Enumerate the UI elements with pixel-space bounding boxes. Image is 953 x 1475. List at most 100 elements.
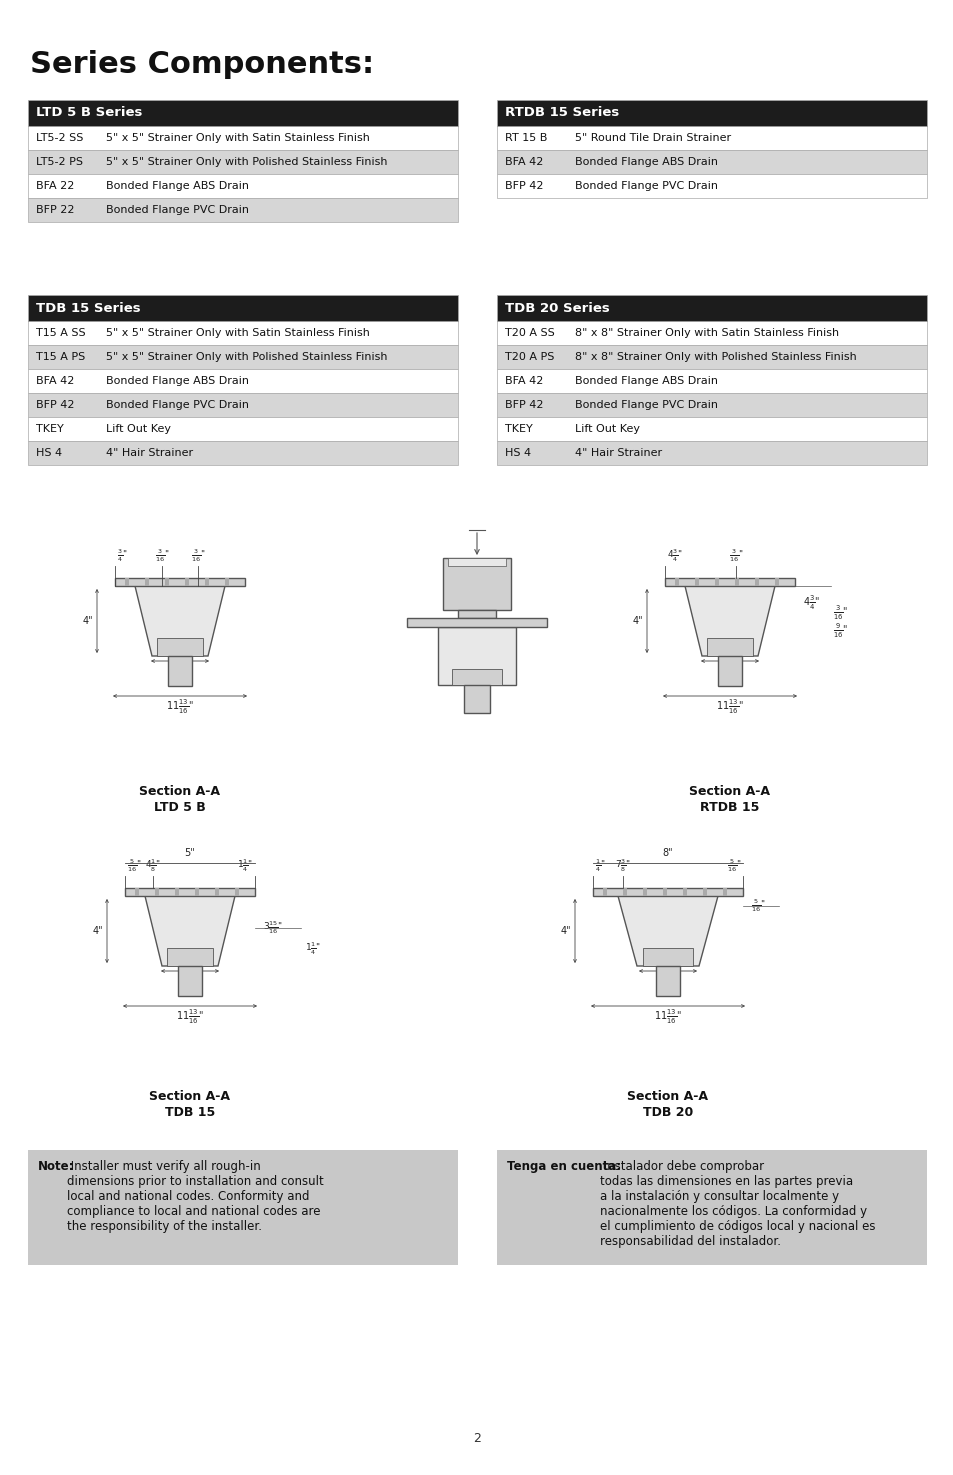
Bar [497,1150,926,1266]
Text: Instalador debe comprobar
todas las dimensiones en las partes previa
a la instal: Instalador debe comprobar todas las dime… [599,1159,875,1248]
Text: T20 A SS: T20 A SS [504,327,554,338]
Text: BFA 42: BFA 42 [36,376,74,386]
Bar [642,948,692,966]
Text: 8": 8" [662,848,673,858]
Text: 5" x 5" Strainer Only with Satin Stainless Finish: 5" x 5" Strainer Only with Satin Stainle… [106,133,370,143]
Text: Lift Out Key: Lift Out Key [106,423,171,434]
Text: 4": 4" [559,926,571,937]
Text: Lift Out Key: Lift Out Key [575,423,639,434]
Text: LT5-2 PS: LT5-2 PS [36,156,83,167]
Bar [28,392,457,417]
Text: $7\frac{3}{8}$": $7\frac{3}{8}$" [615,857,630,875]
Text: $\frac{3}{4}$": $\frac{3}{4}$" [117,547,128,563]
Polygon shape [618,895,718,966]
Bar [718,656,741,686]
Text: Bonded Flange PVC Drain: Bonded Flange PVC Drain [106,400,249,410]
Bar [185,578,189,586]
Text: 4": 4" [92,926,103,937]
Text: Bonded Flange ABS Drain: Bonded Flange ABS Drain [106,376,249,386]
Bar [28,125,457,150]
Text: BFP 42: BFP 42 [504,181,543,190]
Bar [664,578,794,586]
Bar [642,888,646,895]
Text: 2": 2" [185,981,195,991]
Bar [682,888,686,895]
Text: 8" x 8" Strainer Only with Polished Stainless Finish: 8" x 8" Strainer Only with Polished Stai… [575,353,856,361]
Bar [125,578,129,586]
Bar [463,684,490,712]
Text: LTD 5 B Series: LTD 5 B Series [36,106,142,119]
Text: $\frac{5}{16}$": $\frac{5}{16}$" [127,857,141,875]
Bar [174,888,179,895]
Text: 2": 2" [662,981,673,991]
Bar [28,417,457,441]
Polygon shape [145,895,234,966]
Bar [497,322,926,345]
Bar [497,150,926,174]
Text: $\frac{3}{16}$": $\frac{3}{16}$" [728,547,743,563]
Bar [115,578,245,586]
Text: $\frac{3}{16}$": $\frac{3}{16}$" [191,547,205,563]
Bar [28,1150,457,1266]
Text: Installer must verify all rough-in
dimensions prior to installation and consult
: Installer must verify all rough-in dimen… [67,1159,323,1233]
Bar [225,578,229,586]
Bar [497,100,926,125]
Text: T15 A SS: T15 A SS [36,327,86,338]
Text: Bonded Flange PVC Drain: Bonded Flange PVC Drain [575,181,718,190]
Text: 5" x 5" Strainer Only with Polished Stainless Finish: 5" x 5" Strainer Only with Polished Stai… [106,156,387,167]
Bar [167,948,213,966]
Text: Section A-A: Section A-A [689,785,770,798]
Bar [437,627,516,684]
Text: 8" x 8" Strainer Only with Satin Stainless Finish: 8" x 8" Strainer Only with Satin Stainle… [575,327,839,338]
Text: LT5-2 SS: LT5-2 SS [36,133,83,143]
Bar [28,441,457,465]
Bar [774,578,779,586]
Text: $11\frac{13}{16}$": $11\frac{13}{16}$" [176,1007,204,1027]
Text: BFP 22: BFP 22 [36,205,74,215]
Bar [706,639,752,656]
Bar [593,888,742,895]
Bar [497,392,926,417]
Text: $11\frac{13}{16}$": $11\frac{13}{16}$" [654,1007,681,1027]
Text: 5": 5" [185,848,195,858]
Text: BFP 42: BFP 42 [36,400,74,410]
Text: LTD 5 B: LTD 5 B [154,801,206,814]
Bar [28,174,457,198]
Text: Note:: Note: [38,1159,74,1173]
Text: 5" Round Tile Drain Strainer: 5" Round Tile Drain Strainer [575,133,730,143]
Bar [157,639,203,656]
Bar [497,417,926,441]
Text: $4\frac{1}{8}$": $4\frac{1}{8}$" [145,857,161,875]
Text: $4\frac{3}{4}$": $4\frac{3}{4}$" [802,594,820,612]
Text: TKEY: TKEY [36,423,64,434]
Text: $11\frac{13}{16}$": $11\frac{13}{16}$" [716,698,743,717]
Text: RTDB 15: RTDB 15 [700,801,759,814]
Text: $11\frac{13}{16}$": $11\frac{13}{16}$" [166,698,193,717]
Text: Section A-A: Section A-A [150,1090,231,1103]
Text: $\frac{3}{16}$": $\frac{3}{16}$" [154,547,169,563]
Bar [165,578,169,586]
Text: $\frac{1}{4}$": $\frac{1}{4}$" [595,857,605,875]
Text: Bonded Flange PVC Drain: Bonded Flange PVC Drain [106,205,249,215]
Bar [622,888,626,895]
Bar [695,578,699,586]
Text: BFA 22: BFA 22 [36,181,74,190]
Bar [28,369,457,392]
Text: 4" Hair Strainer: 4" Hair Strainer [106,448,193,459]
Bar [135,888,139,895]
Bar [702,888,706,895]
Text: 5" x 5" Strainer Only with Satin Stainless Finish: 5" x 5" Strainer Only with Satin Stainle… [106,327,370,338]
Bar [497,441,926,465]
Text: $1\frac{1}{4}$": $1\frac{1}{4}$" [305,940,321,957]
Bar [675,578,679,586]
Text: $4\frac{3}{4}$": $4\frac{3}{4}$" [666,547,682,563]
Text: RTDB 15 Series: RTDB 15 Series [504,106,618,119]
Bar [754,578,759,586]
Text: $\frac{5}{16}$": $\frac{5}{16}$" [750,898,764,914]
Bar [656,966,679,996]
Text: TDB 20 Series: TDB 20 Series [504,301,609,314]
Bar [28,100,457,125]
Bar [734,578,739,586]
Bar [448,558,505,566]
Text: TDB 15 Series: TDB 15 Series [36,301,140,314]
